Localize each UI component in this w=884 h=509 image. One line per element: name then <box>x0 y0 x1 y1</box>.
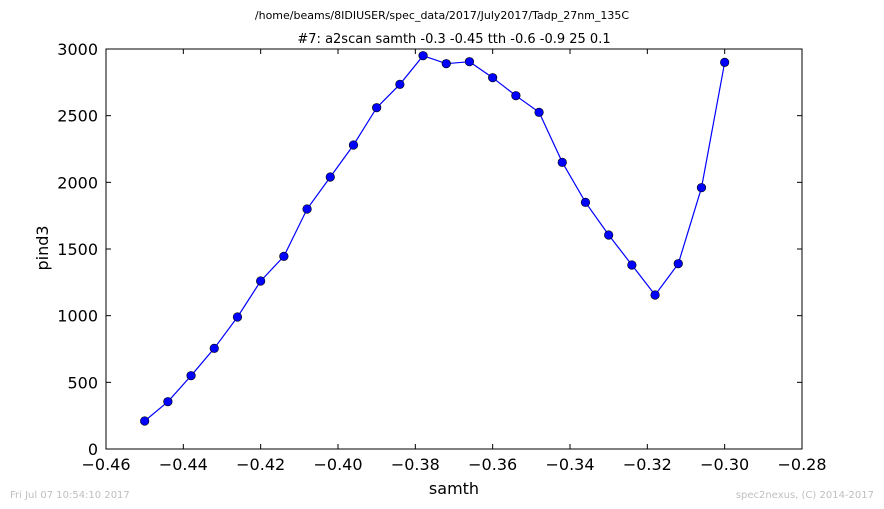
y-tick-label: 1500 <box>57 240 98 259</box>
y-tick-label: 2500 <box>57 107 98 126</box>
data-point <box>673 259 683 269</box>
data-point <box>256 276 266 286</box>
data-point <box>325 172 335 182</box>
data-point <box>348 140 359 150</box>
x-tick-label: −0.30 <box>700 455 749 474</box>
x-tick-label: −0.32 <box>623 455 672 474</box>
data-point <box>627 260 637 270</box>
x-tick-label: −0.42 <box>236 455 285 474</box>
data-point <box>186 371 196 381</box>
data-point <box>557 157 567 167</box>
data-point <box>209 343 219 353</box>
data-point <box>302 204 312 214</box>
data-point <box>488 73 498 83</box>
data-point <box>232 312 243 322</box>
x-tick-label: −0.36 <box>468 455 517 474</box>
data-point <box>163 397 173 407</box>
x-tick-label: −0.44 <box>159 455 208 474</box>
plot-frame <box>105 48 803 450</box>
data-point <box>140 416 150 426</box>
data-point <box>441 59 451 69</box>
y-tick-label: 3000 <box>57 40 98 59</box>
x-tick-label: −0.38 <box>391 455 440 474</box>
x-tick-label: −0.28 <box>777 455 826 474</box>
data-point <box>418 51 428 61</box>
y-tick-label: 1000 <box>57 307 98 326</box>
footer-timestamp: Fri Jul 07 10:54:10 2017 <box>10 490 130 501</box>
x-axis-label: samth <box>429 479 479 498</box>
data-point <box>464 57 475 67</box>
chart-title: #7: a2scan samth -0.3 -0.45 tth -0.6 -0.… <box>297 32 610 47</box>
file-path: /home/beams/8IDIUSER/spec_data/2017/July… <box>255 9 630 22</box>
footer-credit: spec2nexus, (C) 2014-2017 <box>736 490 874 501</box>
data-point <box>279 251 289 261</box>
x-tick-label: −0.46 <box>81 455 130 474</box>
y-axis-label: pind3 <box>33 225 52 270</box>
data-point <box>395 79 405 89</box>
data-point <box>511 91 521 101</box>
data-point <box>372 103 382 113</box>
x-tick-label: −0.40 <box>313 455 362 474</box>
data-point <box>604 230 614 240</box>
data-point <box>534 107 544 117</box>
y-tick-label: 500 <box>67 373 98 392</box>
series-line <box>144 54 726 422</box>
data-point <box>720 57 730 67</box>
y-tick-label: 2000 <box>57 173 98 192</box>
data-point <box>650 290 660 300</box>
data-point <box>696 183 707 193</box>
x-tick-label: −0.34 <box>545 455 594 474</box>
data-point <box>580 197 591 207</box>
y-tick-label: 0 <box>88 440 98 459</box>
